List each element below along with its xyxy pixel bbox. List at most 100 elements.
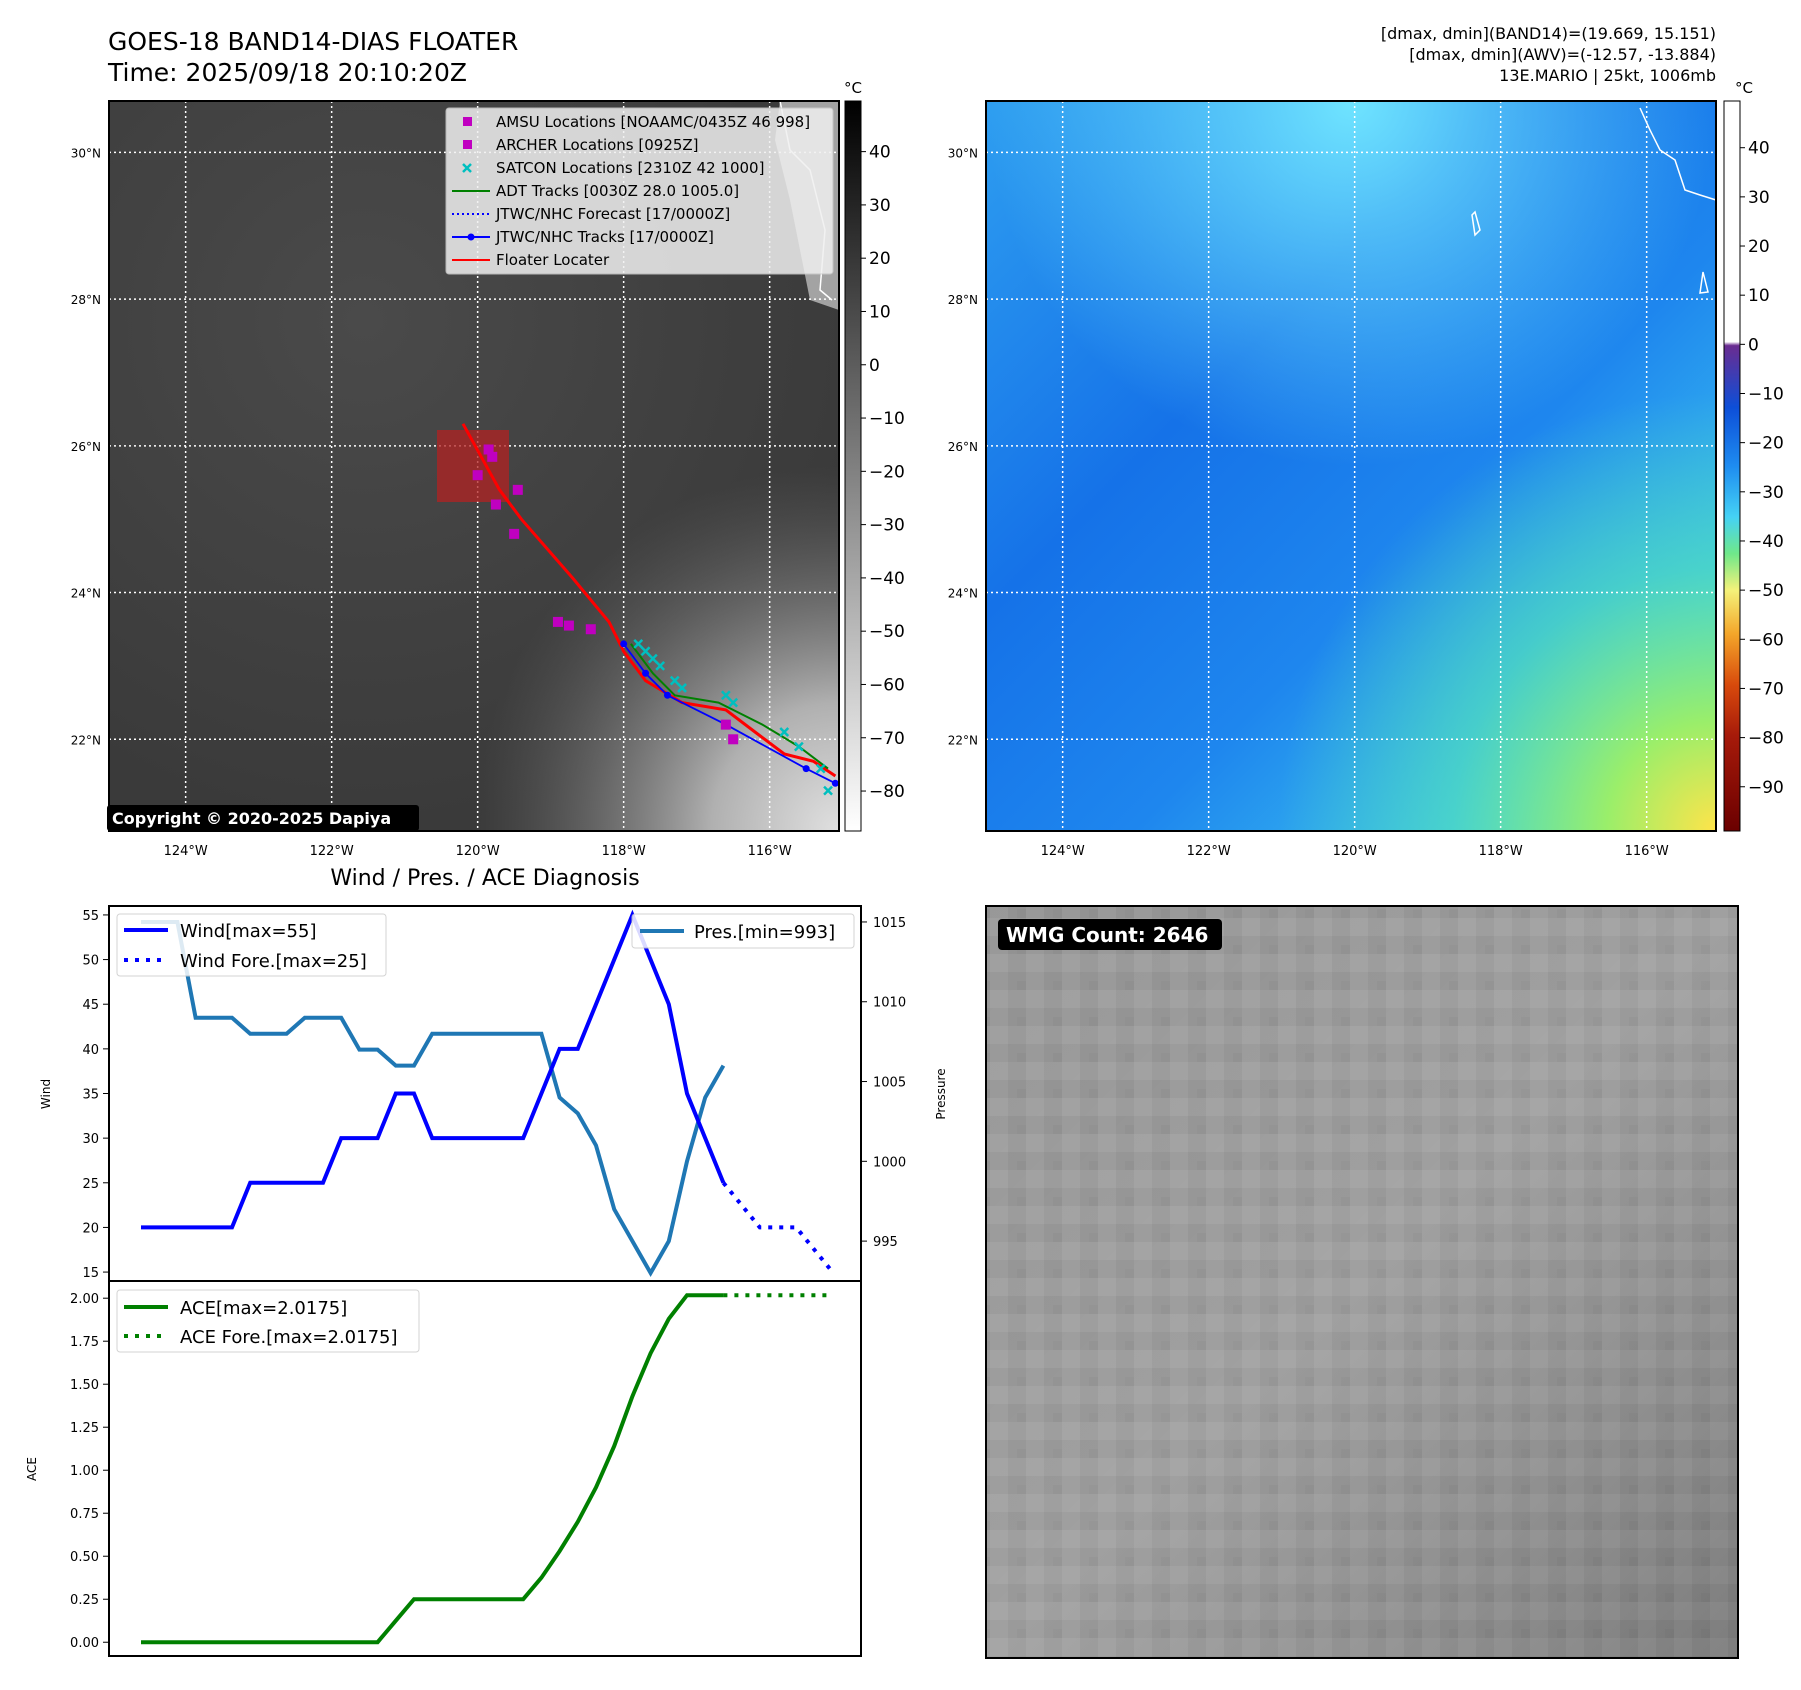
ir-cbar-ticks-label: −30 xyxy=(869,516,905,536)
awv-range: [dmax, dmin](AWV)=(-12.57, -13.884) xyxy=(1409,45,1716,64)
ir-lon-axis: 124°W 122°W 120°W 118°W 116°W xyxy=(164,844,792,859)
ir-legend: AMSU Locations [NOAAMC/0435Z 46 998] ARCH… xyxy=(452,113,810,269)
copyright-text: Copyright © 2020-2025 Dapiya xyxy=(112,809,391,828)
archer-marker xyxy=(728,734,739,745)
awv-colorbar-unit: °C xyxy=(1735,79,1753,97)
awv-colorbar xyxy=(1723,100,1741,832)
ir-cbar-ticks-label: −50 xyxy=(869,622,905,642)
awv-cbar-ticks-label: −30 xyxy=(1748,483,1784,503)
awv-lat-tick-label: 24°N xyxy=(948,587,978,601)
awv-lon-tick-label: 122°W xyxy=(1187,844,1231,859)
awv-lat-tick-label: 26°N xyxy=(948,440,978,454)
jtwc-track-point xyxy=(642,669,650,677)
amsu-marker xyxy=(585,624,596,635)
awv-cbar-ticks-label: −70 xyxy=(1748,679,1784,699)
ir-map-panel: 30°N 28°N 26°N 24°N 22°N 124°W 122°W 120°W 118°… xyxy=(71,79,905,859)
ir-lat-tick-label: 28°N xyxy=(71,293,101,307)
wind-ticks-label: 25 xyxy=(82,1177,99,1192)
ir-legend-box xyxy=(445,107,834,275)
ace-ticks-label: 0.50 xyxy=(70,1550,99,1565)
wind-legend-box xyxy=(116,913,387,977)
wind-line xyxy=(141,909,726,1230)
awv-cbar-ticks-label: −80 xyxy=(1748,729,1784,749)
jtwc-track-point xyxy=(620,640,628,648)
awv-cbar-ticks-label: −10 xyxy=(1748,384,1784,404)
ir-cbar-ticks-label: −80 xyxy=(869,782,905,802)
awv-cbar-ticks-label: −40 xyxy=(1748,532,1784,552)
ir-colorbar xyxy=(844,100,862,832)
ir-storm-overlays xyxy=(461,423,839,796)
awv-lat-tick-label: 28°N xyxy=(948,293,978,307)
ir-cbar-ticks-label: −40 xyxy=(869,569,905,589)
wind-ticks-label: 30 xyxy=(82,1132,99,1147)
pressure-line xyxy=(141,920,726,1278)
satcon-marker xyxy=(720,690,731,701)
amsu-marker xyxy=(720,719,731,730)
wind-axis: 55 50 45 40 35 30 25 20 15 xyxy=(82,909,109,1281)
ir-lon-tick-label: 120°W xyxy=(456,844,500,859)
jtwc-track-point xyxy=(802,765,810,773)
amsu-marker xyxy=(487,451,498,462)
ace-ticks-label: 1.50 xyxy=(70,1378,99,1393)
pressure-ylabel: Pressure xyxy=(934,1068,948,1119)
ir-lat-tick-label: 26°N xyxy=(71,440,101,454)
ir-cbar-ticks-label: 0 xyxy=(869,356,880,376)
diagnosis-panel: Wind / Pres. / ACE Diagnosis 55 50 45 40 35 3… xyxy=(25,866,948,1657)
ir-cbar-ticks-label: −10 xyxy=(869,409,905,429)
awv-dry-corner xyxy=(986,101,1716,831)
satcon-marker xyxy=(728,697,739,708)
pres-ticks-label: 1015 xyxy=(873,916,906,931)
satcon-marker xyxy=(779,727,790,737)
awv-cbar-ticks-label: −60 xyxy=(1748,630,1784,650)
archer-marker xyxy=(472,470,483,481)
pres-ticks-label: 1000 xyxy=(873,1155,906,1170)
legend-label: SATCON Locations [2310Z 42 1000] xyxy=(496,159,764,177)
legend-track-dot xyxy=(467,233,475,241)
awv-lon-tick-label: 116°W xyxy=(1625,844,1669,859)
wmg-count-badge xyxy=(998,919,1222,950)
awv-coast-outline xyxy=(1699,271,1709,294)
band14-range: [dmax, dmin](BAND14)=(19.669, 15.151) xyxy=(1381,24,1716,43)
wmg-shading xyxy=(986,906,1738,1658)
wind-ticks-label: 50 xyxy=(82,954,99,969)
awv-lat-tick-label: 30°N xyxy=(948,146,978,160)
legend-ace-label: ACE[max=2.0175] xyxy=(180,1298,347,1319)
satcon-marker xyxy=(640,646,651,657)
awv-lat-axis: 30°N 28°N 26°N 24°N 22°N xyxy=(948,146,978,747)
storm-info: 13E.MARIO | 25kt, 1006mb xyxy=(1499,66,1716,85)
ace-ticks-label: 1.75 xyxy=(70,1335,99,1350)
amsu-marker xyxy=(509,528,520,539)
ir-cbar-ticks-label: 30 xyxy=(869,196,891,216)
pres-ticks-label: 1010 xyxy=(873,996,906,1011)
amsu-marker xyxy=(552,616,563,627)
ir-cbar-ticks-label: 20 xyxy=(869,249,891,269)
ir-lon-tick-label: 122°W xyxy=(310,844,354,859)
ir-cbar-ticks-label: −70 xyxy=(869,729,905,749)
ace-line xyxy=(141,1293,724,1645)
jtwc-track xyxy=(622,643,836,785)
ir-colorbar-ticks: 40 30 20 10 0 −10 −20 −30 −40 −50 −60 −70 −80 xyxy=(861,143,905,802)
awv-coastline xyxy=(1639,107,1717,201)
awv-map-panel: 30°N 28°N 26°N 24°N 22°N 124°W 122°W 120°W 118°… xyxy=(948,79,1784,859)
ir-cbar-ticks-label: −60 xyxy=(869,675,905,695)
ace-ylabel: ACE xyxy=(25,1457,39,1481)
pres-ticks-label: 1005 xyxy=(873,1076,906,1091)
awv-cbar-ticks-label: 20 xyxy=(1748,237,1770,257)
pressure-axis: 1015 1010 1005 1000 995 xyxy=(861,916,906,1250)
jtwc-track-point xyxy=(831,779,839,787)
amsu-marker xyxy=(490,499,501,510)
legend-label: JTWC/NHC Tracks [17/0000Z] xyxy=(495,228,714,246)
wmg-count-label: WMG Count: 2646 xyxy=(1006,923,1208,947)
ir-lon-tick-label: 116°W xyxy=(748,844,792,859)
ace-ticks-label: 1.25 xyxy=(70,1421,99,1436)
legend-x-marker xyxy=(462,163,472,173)
ace-ticks-label: 0.25 xyxy=(70,1593,99,1608)
figure-time: Time: 2025/09/18 20:10:20Z xyxy=(107,58,467,87)
figure-title: GOES-18 BAND14-DIAS FLOATER xyxy=(108,27,518,56)
ir-map-frame xyxy=(108,100,840,832)
ir-cbar-ticks-label: −20 xyxy=(869,462,905,482)
ace-axis: 2.00 1.75 1.50 1.25 1.00 0.75 0.50 0.25 0.00 xyxy=(70,1292,109,1651)
jtwc-track-point xyxy=(663,691,671,699)
awv-cbar-ticks-label: −90 xyxy=(1748,778,1784,798)
awv-map-frame xyxy=(985,100,1717,832)
